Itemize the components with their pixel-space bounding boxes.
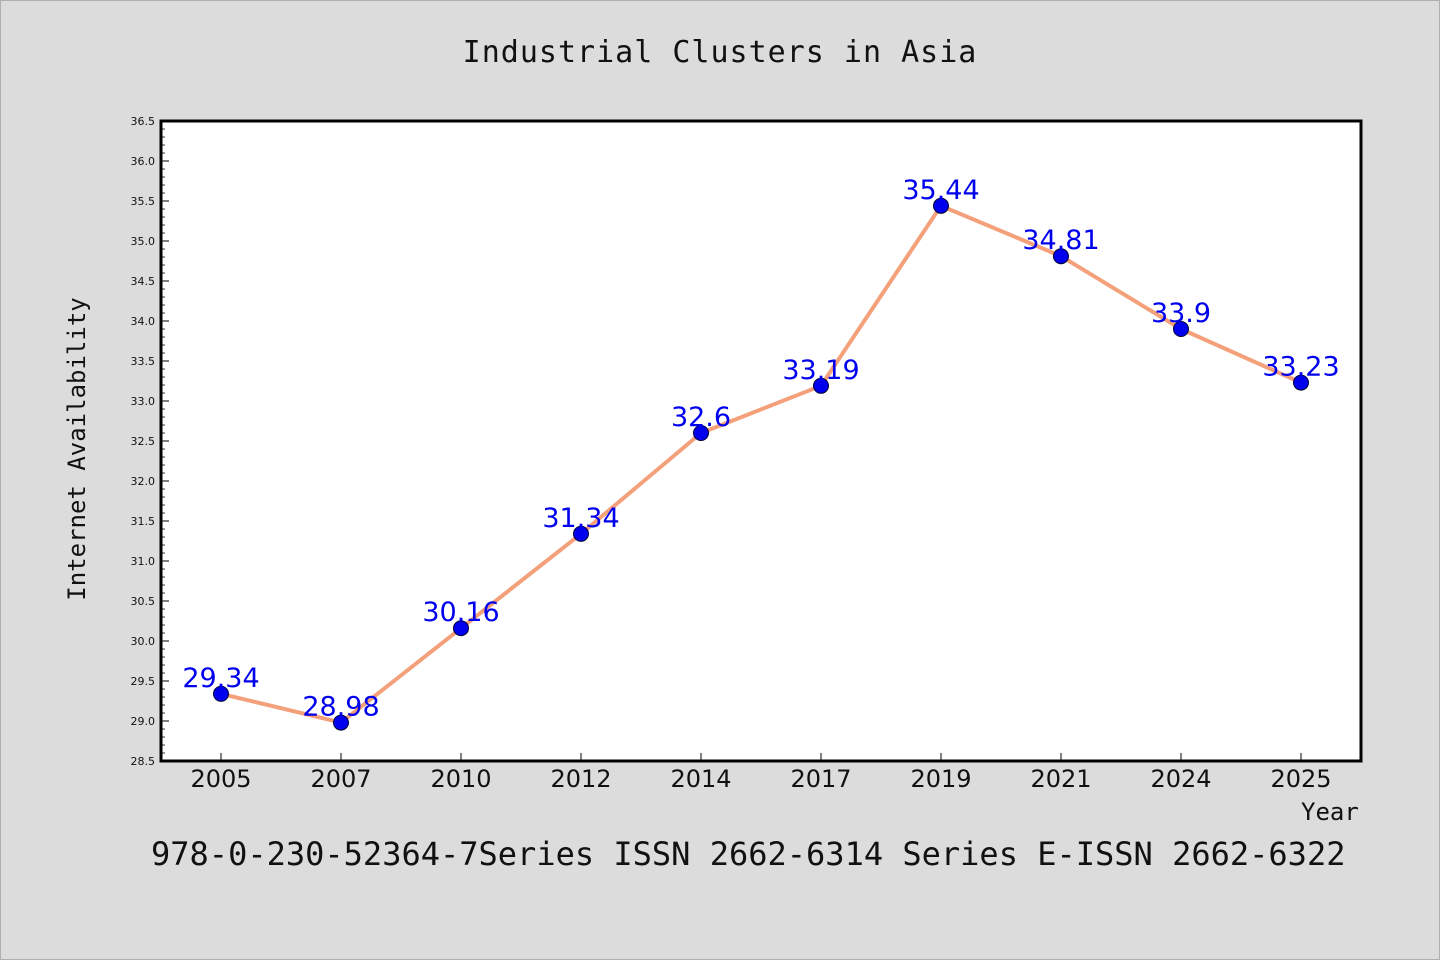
- y-tick-label: 33.0: [131, 395, 156, 408]
- y-axis: 28.5 29.0 29.5 30.0 30.5 31.0 31.5 32.0 32.5 33.0…: [131, 115, 169, 768]
- data-label: 31.34: [542, 503, 619, 534]
- data-point: [213, 685, 229, 702]
- x-tick-label: 2014: [670, 765, 731, 793]
- footer-isbn-issn-text: 978-0-230-52364-7Series ISSN 2662-6314 S…: [151, 835, 1346, 873]
- data-label: 32.6: [671, 402, 731, 433]
- data-label: 33.19: [782, 355, 859, 386]
- series-line: [220, 203, 1302, 725]
- y-tick-label: 32.0: [131, 475, 156, 488]
- y-tick-label: 34.0: [131, 315, 156, 328]
- x-tick-label: 2007: [310, 765, 371, 793]
- data-point: [693, 425, 709, 441]
- data-point: [333, 714, 349, 731]
- y-tick-label: 33.5: [131, 355, 156, 368]
- y-tick-label: 31.0: [131, 555, 156, 568]
- data-point: [453, 620, 469, 637]
- data-point: [1173, 321, 1189, 337]
- y-tick-label: 28.5: [131, 755, 156, 768]
- x-tick-label: 2017: [790, 765, 851, 793]
- x-axis: 2005 2007 2010 2012 2014 2017 2019 2021 2024 2025: [190, 753, 1332, 793]
- plot-area: [159, 119, 1363, 763]
- y-tick-label: 34.5: [131, 275, 156, 288]
- x-tick-label: 2012: [550, 765, 611, 793]
- data-label: 28.98: [302, 692, 379, 723]
- data-label: 30.16: [422, 597, 499, 628]
- y-tick-label: 35.5: [131, 195, 156, 208]
- data-label: 34.81: [1022, 225, 1099, 256]
- data-label: 35.44: [902, 175, 979, 206]
- data-point: [1293, 374, 1309, 391]
- x-tick-label: 2021: [1030, 765, 1091, 793]
- chart-title: Industrial Clusters in Asia: [462, 35, 978, 70]
- data-point: [573, 525, 589, 542]
- y-tick-label: 32.5: [131, 435, 156, 448]
- y-tick-label: 31.5: [131, 515, 156, 528]
- data-point: [933, 197, 949, 214]
- y-tick-label: 29.0: [131, 715, 156, 728]
- data-point: [1053, 248, 1069, 265]
- x-tick-label: 2010: [430, 765, 491, 793]
- y-tick-label: 35.0: [131, 235, 156, 248]
- y-tick-label: 36.0: [131, 155, 156, 168]
- x-tick-label: 2024: [1150, 765, 1211, 793]
- series-group: 29.34 28.98 30.16 31.34 32.6 33.19 35.44 34.81 3…: [182, 175, 1340, 731]
- y-tick-label: 29.5: [131, 675, 156, 688]
- data-point: [813, 377, 829, 394]
- y-tick-label: 36.5: [131, 115, 156, 128]
- data-label: 33.23: [1262, 352, 1339, 383]
- x-tick-label: 2025: [1270, 765, 1331, 793]
- x-axis-label: Year: [1301, 798, 1359, 826]
- data-label: 33.9: [1151, 298, 1211, 329]
- data-label: 29.34: [182, 663, 259, 694]
- x-tick-label: 2019: [910, 765, 971, 793]
- y-tick-label: 30.5: [131, 595, 156, 608]
- x-tick-label: 2005: [190, 765, 251, 793]
- y-tick-label: 30.0: [131, 635, 156, 648]
